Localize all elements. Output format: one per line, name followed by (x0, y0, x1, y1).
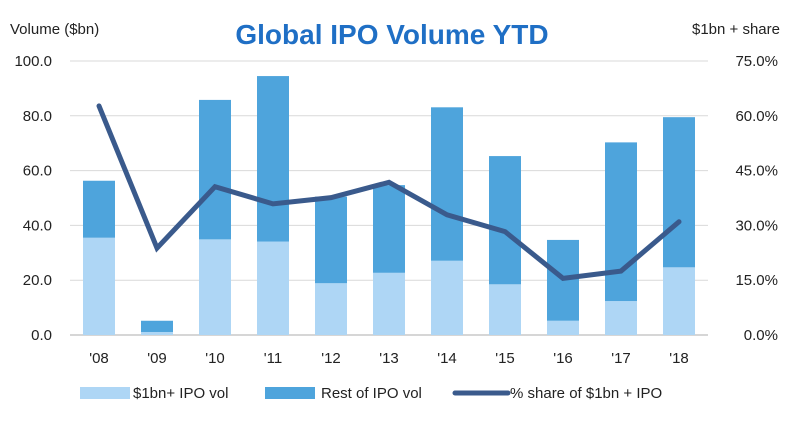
bar-large-ipo (83, 237, 115, 335)
y-tick-label: 40.0 (23, 217, 52, 234)
x-tick-label: '15 (495, 350, 515, 367)
y2-axis-ticks: 0.0% 15.0% 30.0% 45.0% 60.0% 75.0% (735, 53, 778, 344)
bar-large-ipo (373, 272, 405, 335)
bar-rest-ipo (141, 320, 173, 332)
bar-rest-ipo (257, 76, 289, 242)
x-tick-label: '12 (321, 350, 341, 367)
y2-tick-label: 60.0% (735, 108, 778, 125)
legend-label-large-ipo: $1bn+ IPO vol (133, 385, 228, 402)
bar-large-ipo (315, 283, 347, 335)
bar-large-ipo (141, 331, 173, 335)
bar-large-ipo (547, 320, 579, 335)
bar-large-ipo (663, 267, 695, 335)
bar-rest-ipo (605, 142, 637, 302)
x-axis-ticks: '08 '09 '10 '11 '12 '13 '14 '15 '16 '17 '18 (89, 350, 689, 367)
y2-tick-label: 75.0% (735, 53, 778, 70)
y2-axis-title: $1bn + share (692, 21, 780, 38)
bar-large-ipo (489, 284, 521, 335)
x-tick-label: '10 (205, 350, 225, 367)
y-axis-ticks: 0.0 20.0 40.0 60.0 80.0 100.0 (14, 53, 52, 344)
chart-title: Global IPO Volume YTD (235, 19, 548, 50)
legend-label-rest-ipo: Rest of IPO vol (321, 385, 422, 402)
y-tick-label: 0.0 (31, 327, 52, 344)
legend: $1bn+ IPO vol Rest of IPO vol % share of… (80, 385, 662, 402)
legend-label-share: % share of $1bn + IPO (510, 385, 662, 402)
bar-rest-ipo (199, 99, 231, 240)
y2-tick-label: 45.0% (735, 163, 778, 180)
bar-rest-ipo (83, 180, 115, 238)
y2-tick-label: 30.0% (735, 217, 778, 234)
x-tick-label: '13 (379, 350, 399, 367)
bar-large-ipo (431, 260, 463, 335)
x-tick-label: '18 (669, 350, 689, 367)
y-tick-label: 60.0 (23, 163, 52, 180)
bar-rest-ipo (663, 117, 695, 268)
bars (83, 76, 695, 335)
y-tick-label: 20.0 (23, 272, 52, 289)
bar-large-ipo (199, 239, 231, 335)
bar-rest-ipo (315, 196, 347, 284)
legend-swatch-rest-ipo (265, 387, 315, 399)
y2-tick-label: 0.0% (744, 327, 778, 344)
x-tick-label: '11 (264, 350, 282, 367)
bar-rest-ipo (431, 107, 463, 261)
x-tick-label: '14 (437, 350, 457, 367)
y-axis-title: Volume ($bn) (10, 21, 99, 38)
y-tick-label: 100.0 (14, 53, 52, 70)
y-tick-label: 80.0 (23, 108, 52, 125)
y2-tick-label: 15.0% (735, 272, 778, 289)
x-tick-label: '08 (89, 350, 109, 367)
x-tick-label: '17 (611, 350, 631, 367)
bar-rest-ipo (373, 185, 405, 273)
bar-rest-ipo (489, 156, 521, 285)
bar-large-ipo (257, 241, 289, 335)
share-line (96, 103, 682, 281)
legend-swatch-large-ipo (80, 387, 130, 399)
x-tick-label: '16 (553, 350, 573, 367)
bar-large-ipo (605, 301, 637, 335)
x-tick-label: '09 (147, 350, 167, 367)
